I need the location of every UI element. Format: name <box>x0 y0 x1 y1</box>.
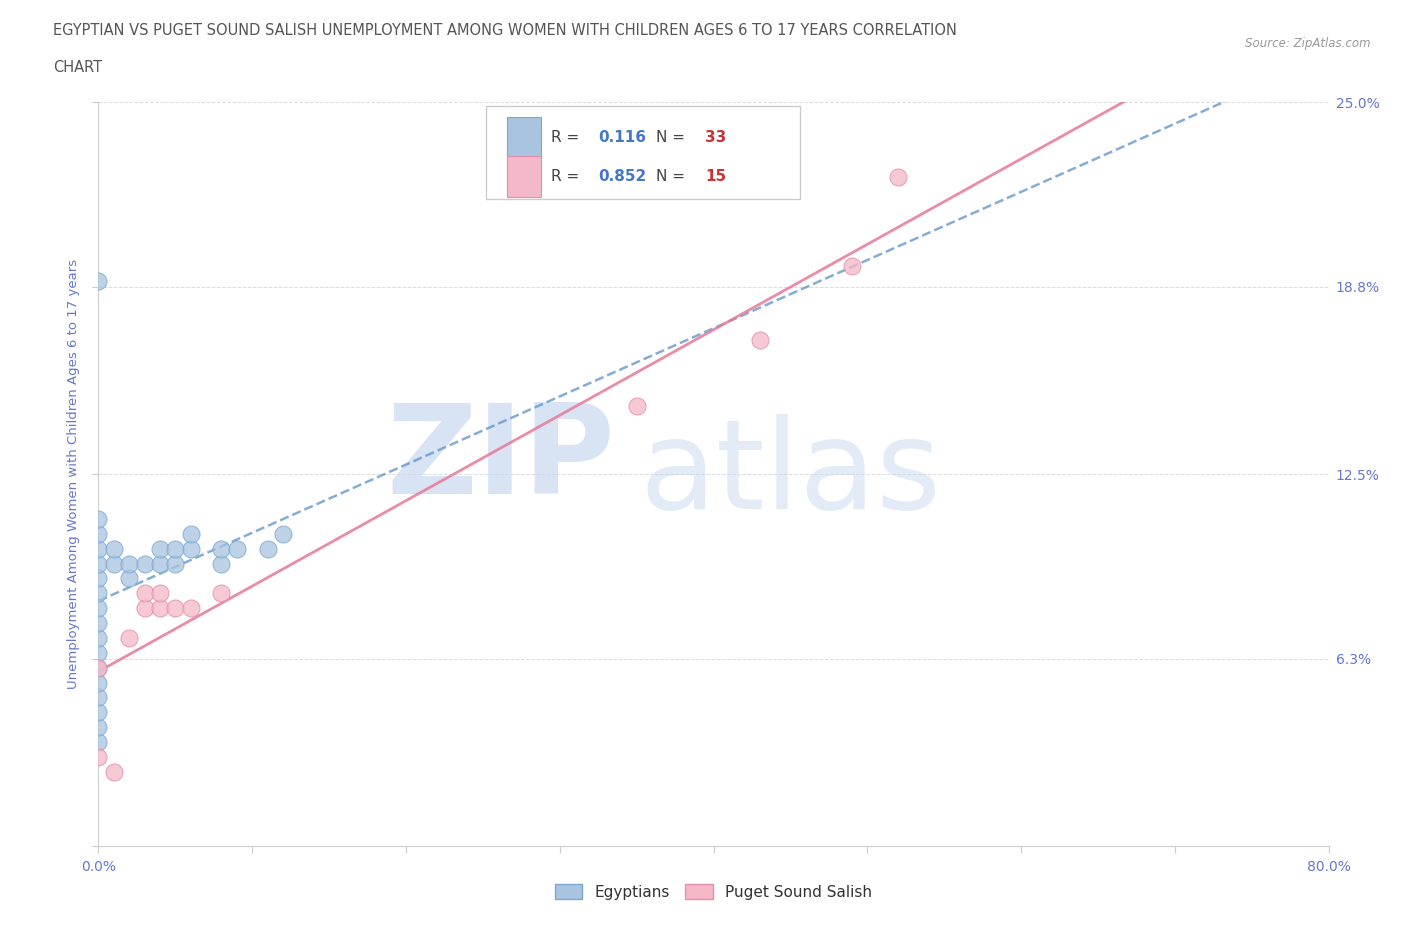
Point <box>87 273 110 288</box>
Text: R =: R = <box>551 129 585 145</box>
Point <box>180 541 202 556</box>
Point <box>87 631 110 645</box>
Point <box>165 541 187 556</box>
Text: 15: 15 <box>704 169 725 184</box>
Point <box>118 631 141 645</box>
Point <box>180 526 202 541</box>
Point <box>149 601 172 616</box>
Point <box>87 586 110 601</box>
Point <box>87 512 110 526</box>
Point <box>165 556 187 571</box>
Point <box>118 571 141 586</box>
Point <box>87 675 110 690</box>
Point <box>87 705 110 720</box>
Point <box>134 601 156 616</box>
Point <box>211 586 233 601</box>
Text: CHART: CHART <box>53 60 103 75</box>
Point <box>225 541 247 556</box>
Text: Source: ZipAtlas.com: Source: ZipAtlas.com <box>1246 37 1371 50</box>
Point <box>841 259 863 273</box>
Point <box>211 541 233 556</box>
Point <box>165 601 187 616</box>
Point <box>149 586 172 601</box>
Point <box>626 398 648 413</box>
Point <box>134 556 156 571</box>
Point <box>118 556 141 571</box>
FancyBboxPatch shape <box>508 156 541 197</box>
Text: 0.852: 0.852 <box>598 169 647 184</box>
Text: ZIP: ZIP <box>387 399 616 520</box>
Point <box>256 541 278 556</box>
Point <box>87 660 110 675</box>
Point <box>134 586 156 601</box>
Point <box>87 690 110 705</box>
Point <box>87 660 110 675</box>
Point <box>748 333 770 348</box>
Point <box>271 526 294 541</box>
Point <box>211 556 233 571</box>
Text: 0.116: 0.116 <box>598 129 645 145</box>
Point <box>103 556 125 571</box>
FancyBboxPatch shape <box>486 106 800 199</box>
FancyBboxPatch shape <box>508 116 541 157</box>
Point <box>887 169 910 184</box>
Point <box>87 541 110 556</box>
Point <box>103 541 125 556</box>
Point <box>87 735 110 750</box>
Point <box>103 764 125 779</box>
Point <box>87 720 110 735</box>
Text: 33: 33 <box>704 129 725 145</box>
Text: EGYPTIAN VS PUGET SOUND SALISH UNEMPLOYMENT AMONG WOMEN WITH CHILDREN AGES 6 TO : EGYPTIAN VS PUGET SOUND SALISH UNEMPLOYM… <box>53 23 957 38</box>
Point <box>180 601 202 616</box>
Text: N =: N = <box>655 169 689 184</box>
Point <box>87 556 110 571</box>
Point <box>149 556 172 571</box>
Legend: Egyptians, Puget Sound Salish: Egyptians, Puget Sound Salish <box>548 878 879 906</box>
Text: atlas: atlas <box>640 414 942 535</box>
Point <box>87 526 110 541</box>
Point <box>149 541 172 556</box>
Text: N =: N = <box>655 129 689 145</box>
Point <box>87 601 110 616</box>
Y-axis label: Unemployment Among Women with Children Ages 6 to 17 years: Unemployment Among Women with Children A… <box>66 259 80 689</box>
Point <box>87 616 110 631</box>
Text: R =: R = <box>551 169 585 184</box>
Point <box>87 750 110 764</box>
Point <box>87 645 110 660</box>
Point <box>87 571 110 586</box>
